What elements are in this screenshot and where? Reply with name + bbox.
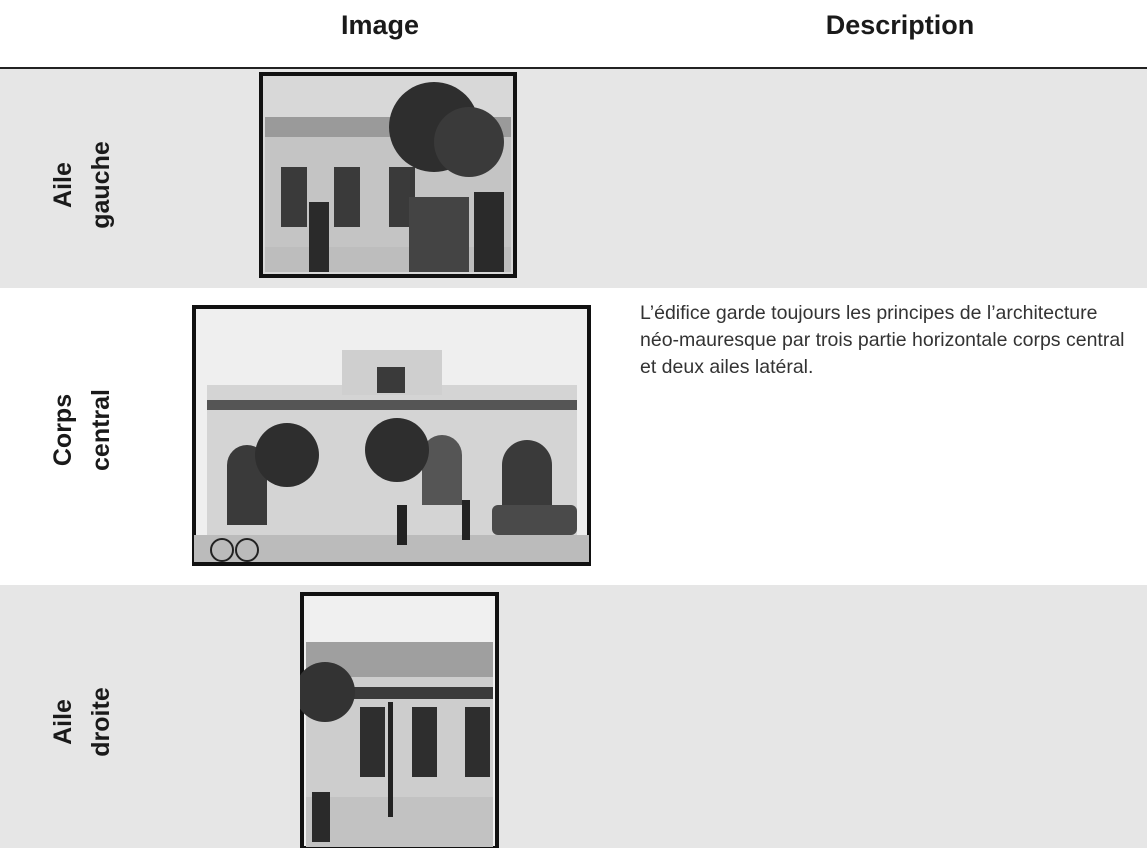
- row-label-line: droite: [87, 687, 115, 757]
- photo: [259, 72, 517, 278]
- column-header: Description: [825, 10, 975, 40]
- photo: [300, 592, 499, 848]
- row-label: Aile gauche: [44, 141, 120, 229]
- row-label: Aile droite: [44, 687, 120, 756]
- row-background: [0, 585, 1147, 848]
- row-label-line: Aile: [49, 699, 77, 745]
- row-label-line: gauche: [87, 141, 115, 229]
- row-background: [0, 69, 1147, 288]
- row-label: Corps central: [44, 389, 120, 471]
- row-label-line: central: [87, 389, 115, 471]
- photo: [192, 305, 591, 566]
- header-rule: [0, 67, 1147, 69]
- row-label-line: Aile: [49, 162, 77, 208]
- row-label-line: Corps: [49, 393, 77, 467]
- description: L’édifice garde toujours les principes d…: [640, 302, 1125, 378]
- column-header: Image: [340, 10, 420, 40]
